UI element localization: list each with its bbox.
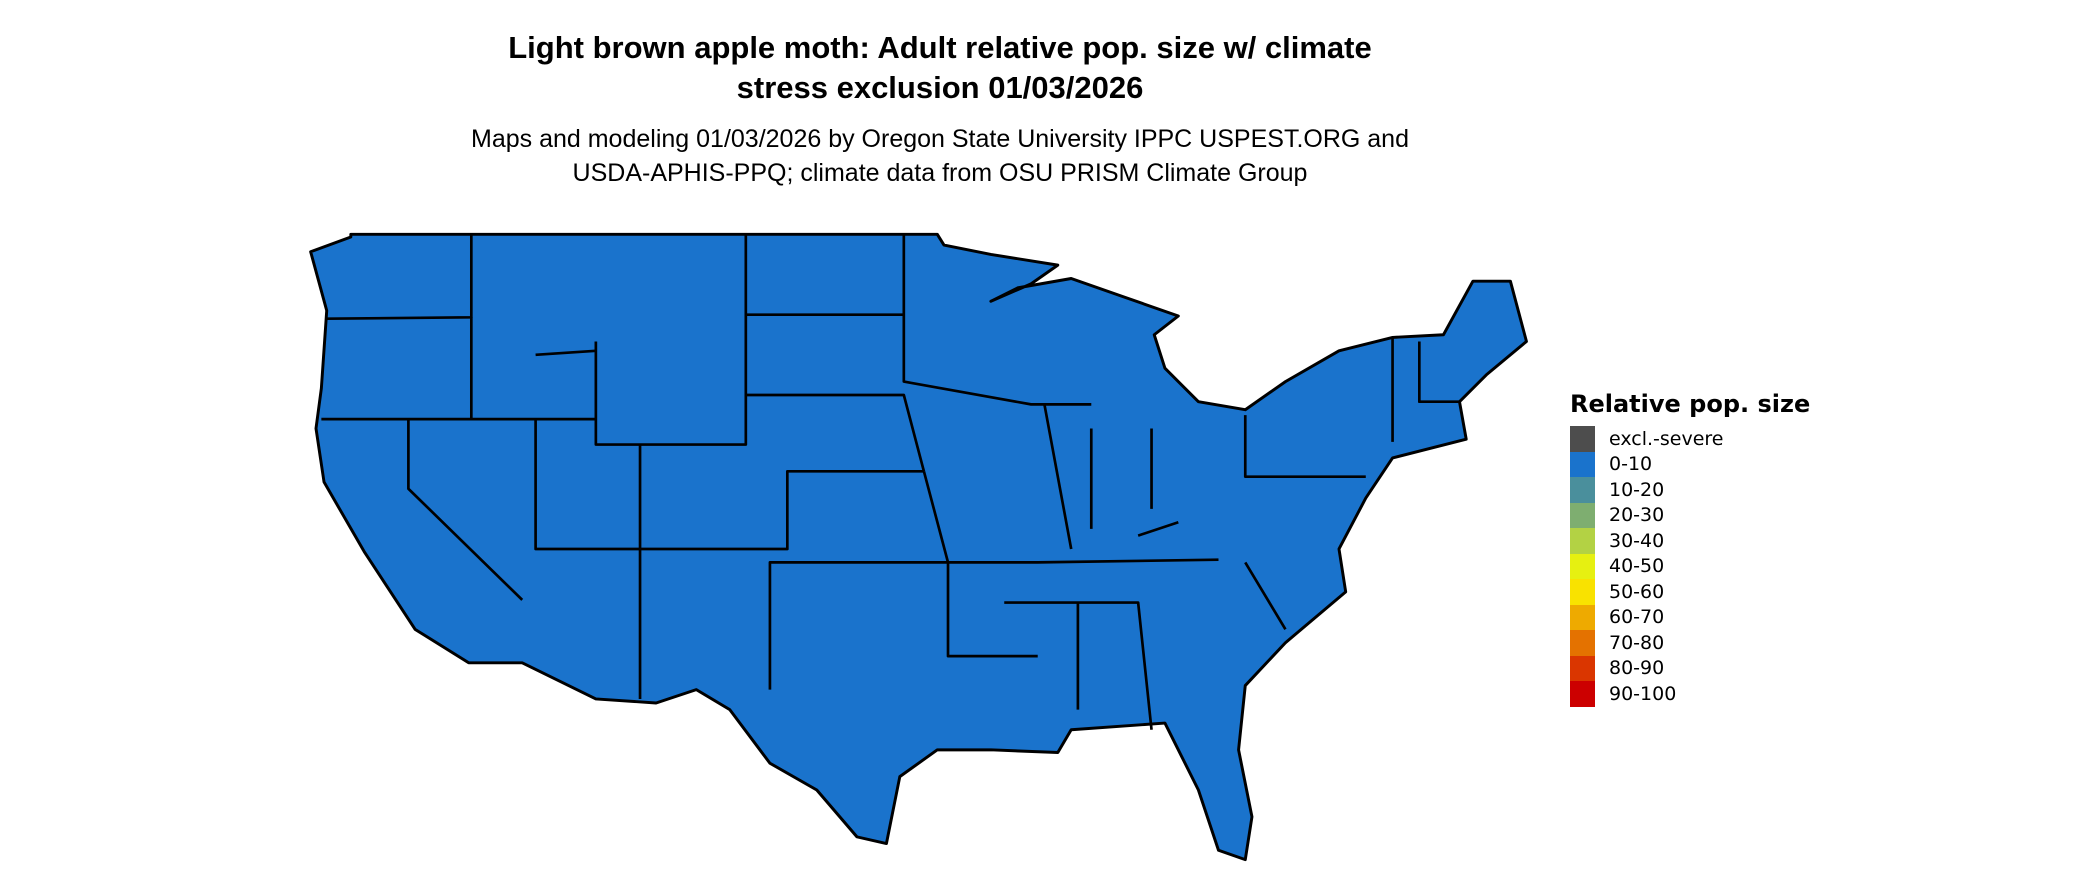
legend-label: 0-10 [1609, 453, 1653, 476]
legend-label: 50-60 [1609, 580, 1665, 603]
legend-label: 40-50 [1609, 555, 1665, 578]
legend-swatch [1570, 579, 1595, 605]
legend-label: 90-100 [1609, 682, 1677, 705]
legend-swatch [1570, 477, 1595, 503]
legend-swatch [1570, 630, 1595, 656]
legend-swatch [1570, 681, 1595, 707]
legend-label: 30-40 [1609, 529, 1665, 552]
legend-item: 50-60 [1570, 579, 1810, 605]
map-title-line2: stress exclusion 01/03/2026 [736, 70, 1144, 105]
map-subtitle-line1: Maps and modeling 01/03/2026 by Oregon S… [471, 125, 1409, 153]
legend-item: excl.-severe [1570, 426, 1810, 452]
map-title-line1: Light brown apple moth: Adult relative p… [508, 30, 1372, 65]
legend-label: 70-80 [1609, 631, 1665, 654]
legend-item: 70-80 [1570, 630, 1810, 656]
legend-item: 20-30 [1570, 502, 1810, 528]
legend-label: 60-70 [1609, 606, 1665, 629]
map-subtitle-line2: USDA-APHIS-PPQ; climate data from OSU PR… [572, 159, 1308, 187]
legend-swatch [1570, 655, 1595, 681]
legend-item: 60-70 [1570, 604, 1810, 630]
legend-swatch [1570, 502, 1595, 528]
legend-item: 90-100 [1570, 681, 1810, 707]
us-outline [309, 232, 1528, 862]
legend-item: 80-90 [1570, 655, 1810, 681]
legend-swatch [1570, 604, 1595, 630]
legend: Relative pop. size excl.-severe 0-10 10-20… [1570, 390, 1810, 707]
legend-title: Relative pop. size [1570, 390, 1811, 418]
legend-item: 30-40 [1570, 528, 1810, 554]
legend-item: 10-20 [1570, 477, 1810, 503]
legend-item: 40-50 [1570, 553, 1810, 579]
legend-item: 0-10 [1570, 451, 1810, 477]
legend-swatch [1570, 553, 1595, 579]
legend-label: excl.-severe [1609, 427, 1724, 450]
legend-swatch [1570, 426, 1595, 452]
legend-swatch [1570, 528, 1595, 554]
state-borders [321, 234, 1460, 730]
legend-label: 80-90 [1609, 657, 1665, 680]
legend-swatch [1570, 451, 1595, 477]
legend-label: 20-30 [1609, 504, 1665, 527]
legend-items: excl.-severe 0-10 10-20 20-30 30-40 40-50 50-6… [1570, 426, 1810, 707]
legend-label: 10-20 [1609, 478, 1665, 501]
